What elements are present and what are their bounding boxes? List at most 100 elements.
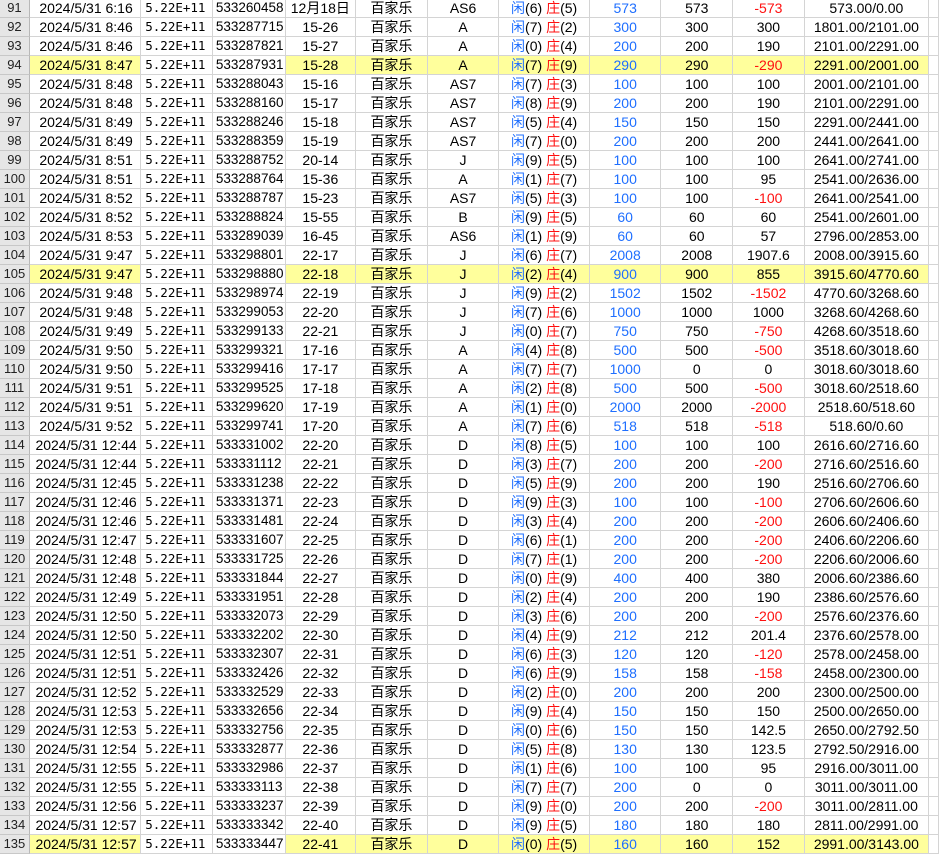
bet-amount-cell[interactable]: 200	[589, 550, 662, 569]
empty-cell[interactable]	[929, 189, 939, 208]
bet-amount-cell[interactable]: 100	[589, 170, 662, 189]
empty-cell[interactable]	[929, 303, 939, 322]
table-name-cell[interactable]: D	[427, 835, 500, 854]
date-cell[interactable]: 2024/5/31 9:48	[29, 284, 142, 303]
result-cell[interactable]: 闲(9) 庄(4)	[499, 702, 590, 721]
scientific-number-cell[interactable]: 5.22E+11	[141, 797, 213, 816]
empty-cell[interactable]	[929, 588, 939, 607]
order-id-cell[interactable]: 533287931	[212, 56, 286, 75]
order-id-cell[interactable]: 533333342	[212, 816, 286, 835]
balance-cell[interactable]: 2516.60/2706.60	[804, 474, 930, 493]
profit-loss-cell[interactable]: -200	[733, 512, 805, 531]
balance-cell[interactable]: 2650.00/2792.50	[804, 721, 930, 740]
row-header[interactable]: 98	[0, 132, 30, 151]
profit-loss-cell[interactable]: -200	[733, 607, 805, 626]
round-code-cell[interactable]: 22-23	[285, 493, 357, 512]
empty-cell[interactable]	[929, 227, 939, 246]
scientific-number-cell[interactable]: 5.22E+11	[141, 645, 213, 664]
bet-amount-cell[interactable]: 2008	[589, 246, 662, 265]
valid-amount-cell[interactable]: 518	[661, 417, 734, 436]
bet-amount-cell[interactable]: 200	[589, 778, 662, 797]
game-name-cell[interactable]: 百家乐	[356, 607, 428, 626]
row-header[interactable]: 135	[0, 835, 30, 854]
date-cell[interactable]: 2024/5/31 12:51	[29, 645, 142, 664]
row-header[interactable]: 129	[0, 721, 30, 740]
row-header[interactable]: 103	[0, 227, 30, 246]
profit-loss-cell[interactable]: 95	[733, 759, 805, 778]
date-cell[interactable]: 2024/5/31 9:51	[29, 398, 142, 417]
table-name-cell[interactable]: D	[427, 512, 500, 531]
game-name-cell[interactable]: 百家乐	[356, 664, 428, 683]
result-cell[interactable]: 闲(7) 庄(7)	[499, 360, 590, 379]
game-name-cell[interactable]: 百家乐	[356, 227, 428, 246]
date-cell[interactable]: 2024/5/31 8:52	[29, 189, 142, 208]
bet-amount-cell[interactable]: 200	[589, 683, 662, 702]
result-cell[interactable]: 闲(8) 庄(9)	[499, 94, 590, 113]
result-cell[interactable]: 闲(5) 庄(9)	[499, 474, 590, 493]
row-header[interactable]: 115	[0, 455, 30, 474]
bet-amount-cell[interactable]: 573	[589, 0, 662, 18]
valid-amount-cell[interactable]: 200	[661, 474, 734, 493]
profit-loss-cell[interactable]: 0	[733, 778, 805, 797]
balance-cell[interactable]: 573.00/0.00	[804, 0, 930, 18]
date-cell[interactable]: 2024/5/31 12:51	[29, 664, 142, 683]
round-code-cell[interactable]: 12月18日	[285, 0, 357, 18]
profit-loss-cell[interactable]: -750	[733, 322, 805, 341]
order-id-cell[interactable]: 533299416	[212, 360, 286, 379]
date-cell[interactable]: 2024/5/31 12:50	[29, 607, 142, 626]
date-cell[interactable]: 2024/5/31 9:50	[29, 360, 142, 379]
round-code-cell[interactable]: 22-40	[285, 816, 357, 835]
order-id-cell[interactable]: 533288764	[212, 170, 286, 189]
order-id-cell[interactable]: 533288752	[212, 151, 286, 170]
round-code-cell[interactable]: 22-35	[285, 721, 357, 740]
balance-cell[interactable]: 2991.00/3143.00	[804, 835, 930, 854]
scientific-number-cell[interactable]: 5.22E+11	[141, 208, 213, 227]
valid-amount-cell[interactable]: 300	[661, 18, 734, 37]
game-name-cell[interactable]: 百家乐	[356, 56, 428, 75]
scientific-number-cell[interactable]: 5.22E+11	[141, 740, 213, 759]
game-name-cell[interactable]: 百家乐	[356, 246, 428, 265]
result-cell[interactable]: 闲(9) 庄(5)	[499, 151, 590, 170]
empty-cell[interactable]	[929, 550, 939, 569]
empty-cell[interactable]	[929, 607, 939, 626]
row-header[interactable]: 108	[0, 322, 30, 341]
row-header[interactable]: 130	[0, 740, 30, 759]
order-id-cell[interactable]: 533332529	[212, 683, 286, 702]
balance-cell[interactable]: 3018.60/3018.60	[804, 360, 930, 379]
balance-cell[interactable]: 2616.60/2716.60	[804, 436, 930, 455]
round-code-cell[interactable]: 15-26	[285, 18, 357, 37]
empty-cell[interactable]	[929, 816, 939, 835]
order-id-cell[interactable]: 533332202	[212, 626, 286, 645]
row-header[interactable]: 125	[0, 645, 30, 664]
round-code-cell[interactable]: 22-20	[285, 436, 357, 455]
profit-loss-cell[interactable]: 300	[733, 18, 805, 37]
scientific-number-cell[interactable]: 5.22E+11	[141, 303, 213, 322]
scientific-number-cell[interactable]: 5.22E+11	[141, 417, 213, 436]
round-code-cell[interactable]: 22-36	[285, 740, 357, 759]
result-cell[interactable]: 闲(5) 庄(8)	[499, 740, 590, 759]
empty-cell[interactable]	[929, 284, 939, 303]
game-name-cell[interactable]: 百家乐	[356, 189, 428, 208]
scientific-number-cell[interactable]: 5.22E+11	[141, 531, 213, 550]
scientific-number-cell[interactable]: 5.22E+11	[141, 170, 213, 189]
profit-loss-cell[interactable]: -100	[733, 189, 805, 208]
date-cell[interactable]: 2024/5/31 12:53	[29, 721, 142, 740]
empty-cell[interactable]	[929, 797, 939, 816]
round-code-cell[interactable]: 16-45	[285, 227, 357, 246]
order-id-cell[interactable]: 533288043	[212, 75, 286, 94]
empty-cell[interactable]	[929, 208, 939, 227]
round-code-cell[interactable]: 22-17	[285, 246, 357, 265]
scientific-number-cell[interactable]: 5.22E+11	[141, 436, 213, 455]
bet-amount-cell[interactable]: 150	[589, 702, 662, 721]
round-code-cell[interactable]: 22-38	[285, 778, 357, 797]
date-cell[interactable]: 2024/5/31 6:16	[29, 0, 142, 18]
date-cell[interactable]: 2024/5/31 8:49	[29, 132, 142, 151]
bet-amount-cell[interactable]: 200	[589, 607, 662, 626]
empty-cell[interactable]	[929, 740, 939, 759]
table-name-cell[interactable]: AS7	[427, 94, 500, 113]
order-id-cell[interactable]: 533332986	[212, 759, 286, 778]
profit-loss-cell[interactable]: 142.5	[733, 721, 805, 740]
profit-loss-cell[interactable]: 152	[733, 835, 805, 854]
bet-amount-cell[interactable]: 212	[589, 626, 662, 645]
result-cell[interactable]: 闲(6) 庄(9)	[499, 664, 590, 683]
